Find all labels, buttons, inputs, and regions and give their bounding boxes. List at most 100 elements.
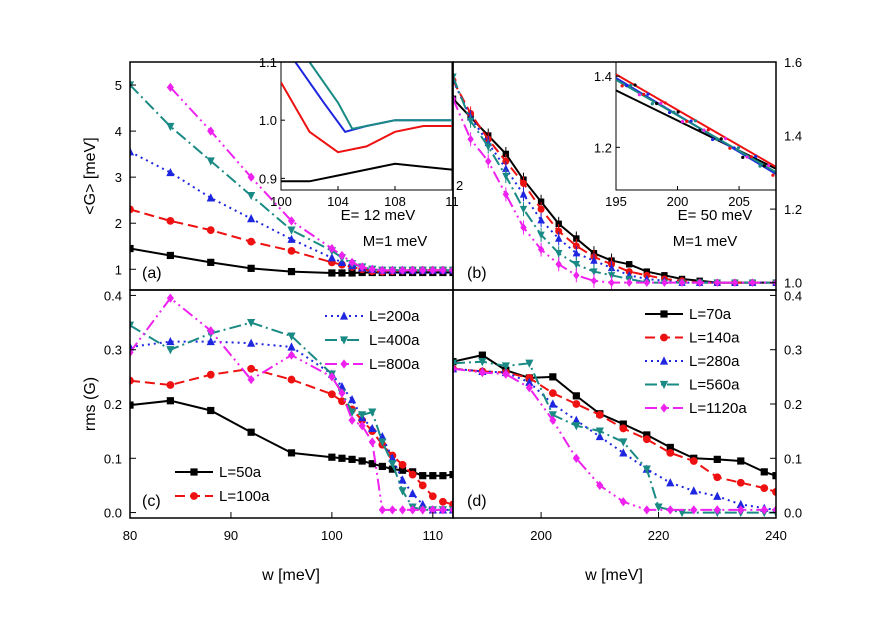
data-point [661, 272, 668, 279]
series-l800a [166, 82, 453, 275]
data-point [247, 374, 255, 385]
data-point [573, 271, 580, 280]
data-point [207, 326, 215, 336]
data-point [419, 505, 427, 515]
data-point [663, 101, 667, 105]
data-point [633, 83, 637, 87]
panel-label: (b) [467, 265, 487, 282]
data-point [247, 428, 255, 436]
data-point [548, 399, 557, 408]
data-point [678, 278, 686, 287]
data-point [749, 278, 756, 287]
y-tick-label: 0.2 [104, 397, 122, 412]
data-point [713, 505, 721, 515]
series-line [130, 321, 453, 511]
data-point [130, 321, 135, 330]
data-point [637, 93, 641, 97]
data-point [572, 242, 580, 250]
y-axis-label: <G> [meV] [82, 137, 99, 214]
data-point [419, 472, 427, 480]
data-point [439, 265, 447, 275]
data-point [590, 256, 598, 264]
data-point [130, 401, 134, 409]
data-point [287, 234, 296, 243]
data-point [338, 397, 346, 406]
data-point [590, 276, 598, 286]
data-point [501, 362, 510, 371]
legend-label: L=50a [219, 464, 262, 481]
panel-c-plot [130, 293, 453, 515]
inset-b-plot [616, 73, 776, 177]
data-point [287, 332, 296, 341]
data-point [388, 465, 397, 473]
panel-d-frame [452, 289, 777, 519]
data-point [660, 333, 668, 342]
data-point [519, 190, 528, 198]
data-point [166, 346, 175, 355]
inset-x-tick-label: 11 [445, 194, 459, 209]
inset-y-tick-label: 1.2 [594, 140, 612, 155]
data-point [749, 155, 753, 159]
data-point [685, 119, 689, 123]
data-point [339, 336, 349, 345]
data-point [368, 408, 377, 417]
data-point [287, 350, 296, 360]
data-point [549, 373, 557, 381]
series-l50a [130, 397, 453, 480]
data-point [418, 499, 427, 509]
data-point [690, 505, 698, 515]
legend-item-l140a: L=140a [645, 330, 740, 347]
legend-label: L=70a [689, 306, 732, 323]
data-point [754, 154, 758, 159]
data-point [619, 448, 628, 457]
data-point [287, 246, 296, 255]
data-point [338, 269, 346, 277]
data-point [689, 457, 698, 465]
inset-x-tick-label: 100 [270, 194, 292, 209]
data-point [702, 128, 706, 132]
data-point [328, 372, 336, 382]
data-point [659, 101, 663, 105]
data-point [741, 155, 745, 159]
data-point [398, 460, 407, 469]
legend-item-l100a: L=100a [175, 488, 270, 505]
panel-label: (d) [467, 493, 487, 510]
data-point [348, 257, 356, 267]
data-point [247, 264, 255, 272]
data-point [629, 83, 633, 87]
data-point [525, 383, 533, 393]
data-point [689, 486, 698, 495]
data-point [398, 475, 407, 484]
data-point [358, 421, 366, 431]
data-point [439, 505, 447, 515]
legend-item-l50a: L=50a [175, 464, 262, 481]
y-tick-label: 0.4 [784, 288, 802, 303]
data-point [555, 220, 562, 228]
inset-y-tick-label: 1.4 [594, 69, 612, 84]
data-point [737, 457, 745, 465]
series-line [453, 367, 776, 511]
data-point [643, 431, 651, 439]
panel-d-plot [453, 351, 776, 518]
data-point [572, 415, 581, 424]
data-point [378, 505, 386, 515]
data-point [348, 269, 356, 277]
data-point [572, 422, 581, 431]
data-point [549, 415, 557, 425]
data-point [760, 484, 769, 493]
legend-item-l70a: L=70a [645, 306, 732, 323]
x-tick-label: 100 [321, 528, 343, 543]
data-point [485, 157, 492, 166]
data-point [713, 473, 722, 482]
inset-x-tick-label: 104 [327, 194, 349, 209]
data-point [676, 110, 680, 114]
data-point [736, 478, 745, 487]
data-point [698, 128, 702, 133]
legend-label: L=200a [369, 308, 420, 325]
x-axis-label: w [meV] [584, 567, 643, 584]
data-point [130, 342, 135, 351]
data-point [328, 269, 336, 277]
mass-annotation: M=1 meV [673, 233, 738, 250]
data-point [519, 179, 527, 187]
data-point [525, 377, 534, 386]
